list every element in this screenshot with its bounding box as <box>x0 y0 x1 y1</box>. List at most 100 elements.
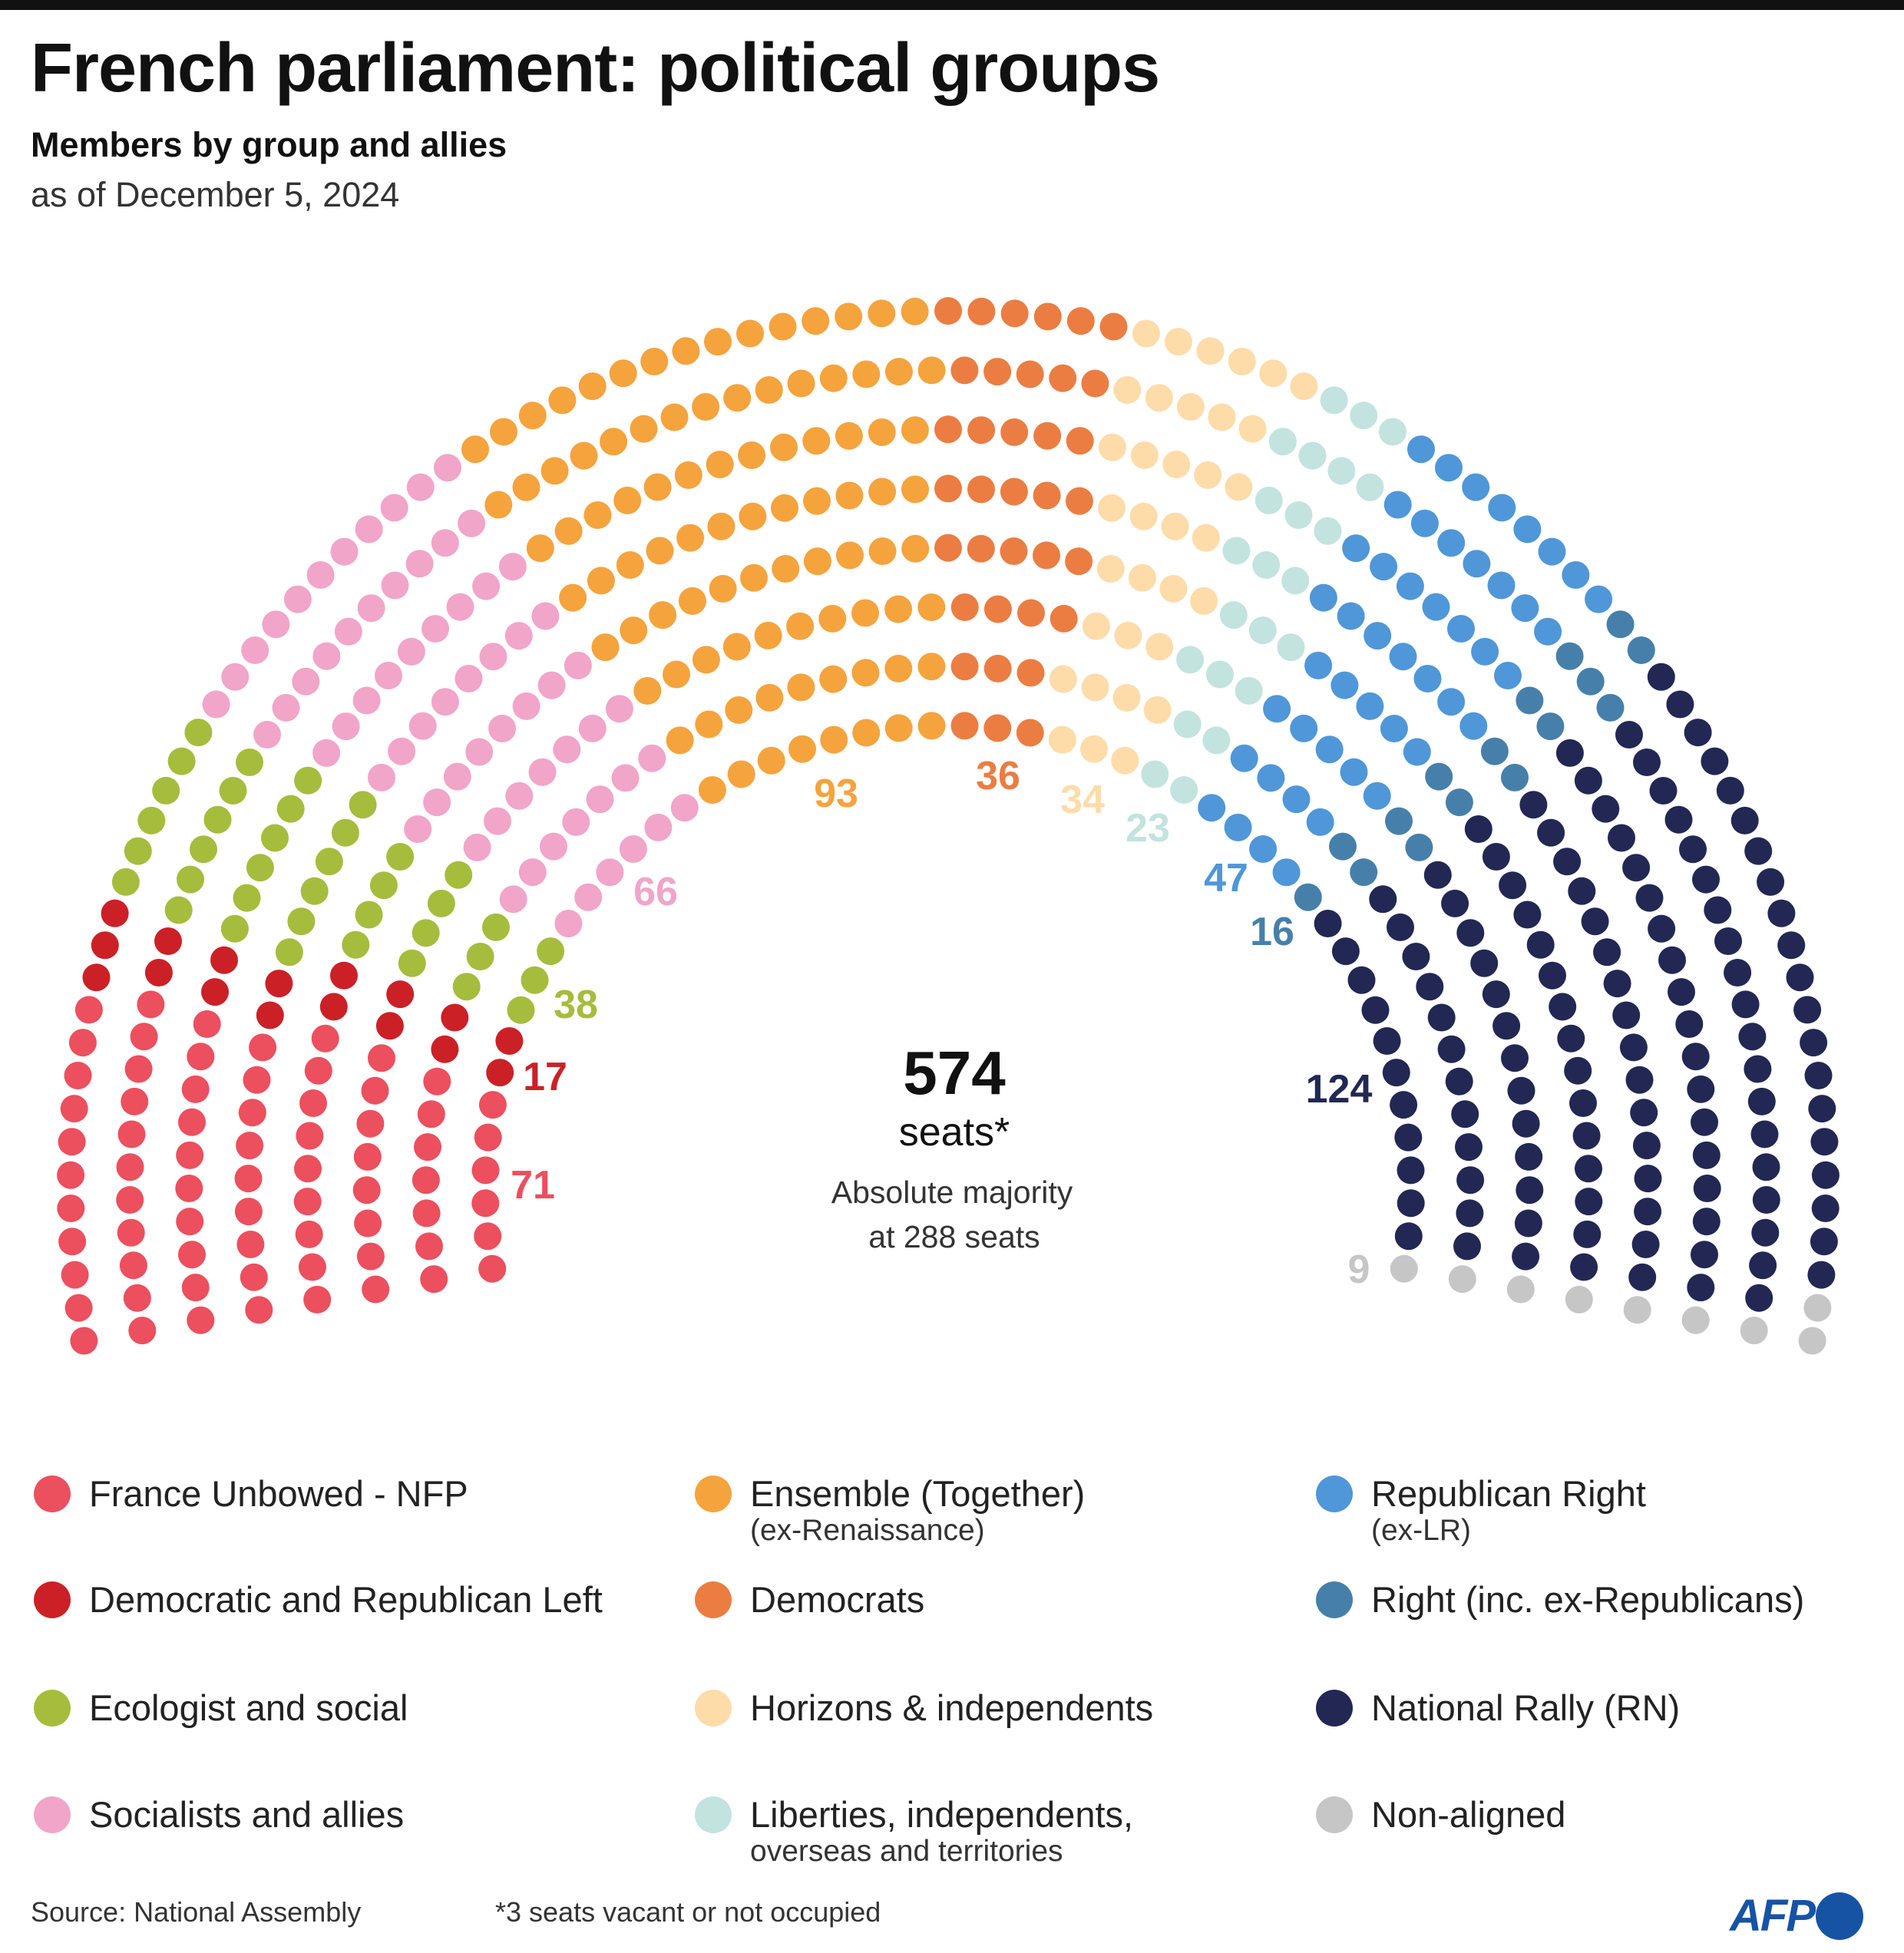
seat-dot <box>917 593 946 621</box>
legend-name: Liberties, independents, <box>750 1794 1134 1835</box>
seat-dot <box>725 696 753 724</box>
seat-dot <box>1811 1195 1840 1222</box>
seat-dot <box>124 1055 153 1083</box>
seat-dot <box>1050 604 1078 633</box>
seat-dot <box>299 1089 327 1117</box>
seat-dot <box>1306 808 1334 836</box>
group-value-label: 38 <box>554 983 598 1027</box>
seat-dot <box>1016 719 1044 747</box>
seat-dot <box>1129 502 1158 530</box>
legend-swatch <box>695 1475 732 1512</box>
seat-dot <box>342 930 370 959</box>
seat-dot <box>670 794 699 822</box>
seat-dot <box>1364 622 1392 650</box>
seat-dot <box>295 1220 323 1248</box>
seat-dot <box>58 1228 87 1256</box>
seat-dot <box>1692 1208 1721 1236</box>
seat-dot <box>755 683 784 712</box>
seat-dot <box>1569 1089 1597 1117</box>
seat-dot <box>1445 1067 1473 1095</box>
seat-dot <box>676 524 705 552</box>
seat-dot <box>868 537 897 565</box>
seat-dot <box>388 737 416 765</box>
seat-dot <box>1630 1099 1658 1127</box>
seat-dot <box>1635 884 1664 912</box>
seat-dot <box>187 1306 215 1334</box>
seat-dot <box>1263 695 1291 723</box>
seat-dot <box>695 710 723 739</box>
seat-dot <box>1373 1027 1401 1055</box>
seat-dot <box>1066 427 1094 455</box>
seat-dot <box>1564 1056 1592 1085</box>
seat-dot <box>787 673 815 702</box>
seat-dot <box>1208 403 1236 431</box>
seat-dot <box>1534 617 1562 646</box>
seat-dot <box>1219 601 1248 630</box>
legend-name: France Unbowed - NFP <box>89 1473 468 1514</box>
seat-dot <box>349 791 377 819</box>
seat-dot <box>1228 348 1256 375</box>
seat-dot <box>368 1044 395 1072</box>
seat-dot <box>1575 1155 1602 1183</box>
seat-dot <box>1633 748 1661 776</box>
legend-name: Horizons & independents <box>750 1687 1154 1728</box>
seat-dot <box>1549 993 1577 1021</box>
seat-dot <box>1314 910 1342 937</box>
seat-dot <box>137 806 166 834</box>
group-value-label: 71 <box>511 1163 555 1208</box>
seat-dot <box>164 896 193 924</box>
seat-dot <box>1576 667 1605 696</box>
seat-dot <box>1516 1176 1544 1205</box>
seat-dot <box>484 491 513 519</box>
seat-dot <box>1282 785 1311 814</box>
seat-dot <box>296 1122 324 1150</box>
seat-dot <box>241 636 269 664</box>
seat-dot <box>562 808 590 836</box>
seat-dot <box>1447 615 1475 643</box>
seat-dot <box>587 567 615 595</box>
seat-dot <box>803 547 831 576</box>
seat-dot <box>1385 807 1413 835</box>
seat-dot <box>674 461 702 489</box>
seat-dot <box>74 996 103 1024</box>
legend-name: Socialists and allies <box>89 1794 405 1835</box>
seat-dot <box>190 835 217 864</box>
seat-dot <box>1277 633 1305 662</box>
seat-dot <box>1224 813 1252 841</box>
seat-dot <box>431 688 459 716</box>
seat-dot <box>203 805 232 834</box>
seat-dot <box>1731 990 1760 1019</box>
seat-dot <box>1462 473 1490 501</box>
seat-dot <box>1470 949 1499 977</box>
seat-dot <box>488 715 517 742</box>
seat-dot <box>707 512 735 540</box>
seat-dot <box>1198 794 1226 822</box>
seat-dot <box>1810 1228 1838 1256</box>
seat-dot <box>1033 541 1060 570</box>
seat-dot <box>193 1010 221 1038</box>
seat-dot <box>311 1024 339 1053</box>
seat-dot <box>1016 360 1044 388</box>
seat-dot <box>559 583 587 612</box>
seat-dot <box>443 762 471 791</box>
total-seats-label: seats* <box>899 1110 1010 1155</box>
seat-dot <box>1337 602 1365 630</box>
legend-item: Socialists and allies <box>34 1795 404 1835</box>
seat-dot <box>1526 930 1555 959</box>
seat-dot <box>362 1275 390 1304</box>
seat-dot <box>1033 421 1062 450</box>
seat-dot <box>175 1175 203 1202</box>
group-value-label: 36 <box>976 754 1020 798</box>
seat-dot <box>1592 795 1620 823</box>
legend-swatch <box>34 1581 71 1618</box>
seat-dot <box>950 593 979 621</box>
seat-dot <box>1235 676 1263 705</box>
seat-dot <box>660 403 689 431</box>
seat-dot <box>633 676 662 705</box>
seat-dot <box>1747 1087 1776 1115</box>
seat-dot <box>967 297 996 326</box>
seat-dot <box>835 421 863 450</box>
seat-dot <box>1441 889 1469 917</box>
seat-dot <box>1684 719 1712 747</box>
seat-dot <box>315 848 343 876</box>
